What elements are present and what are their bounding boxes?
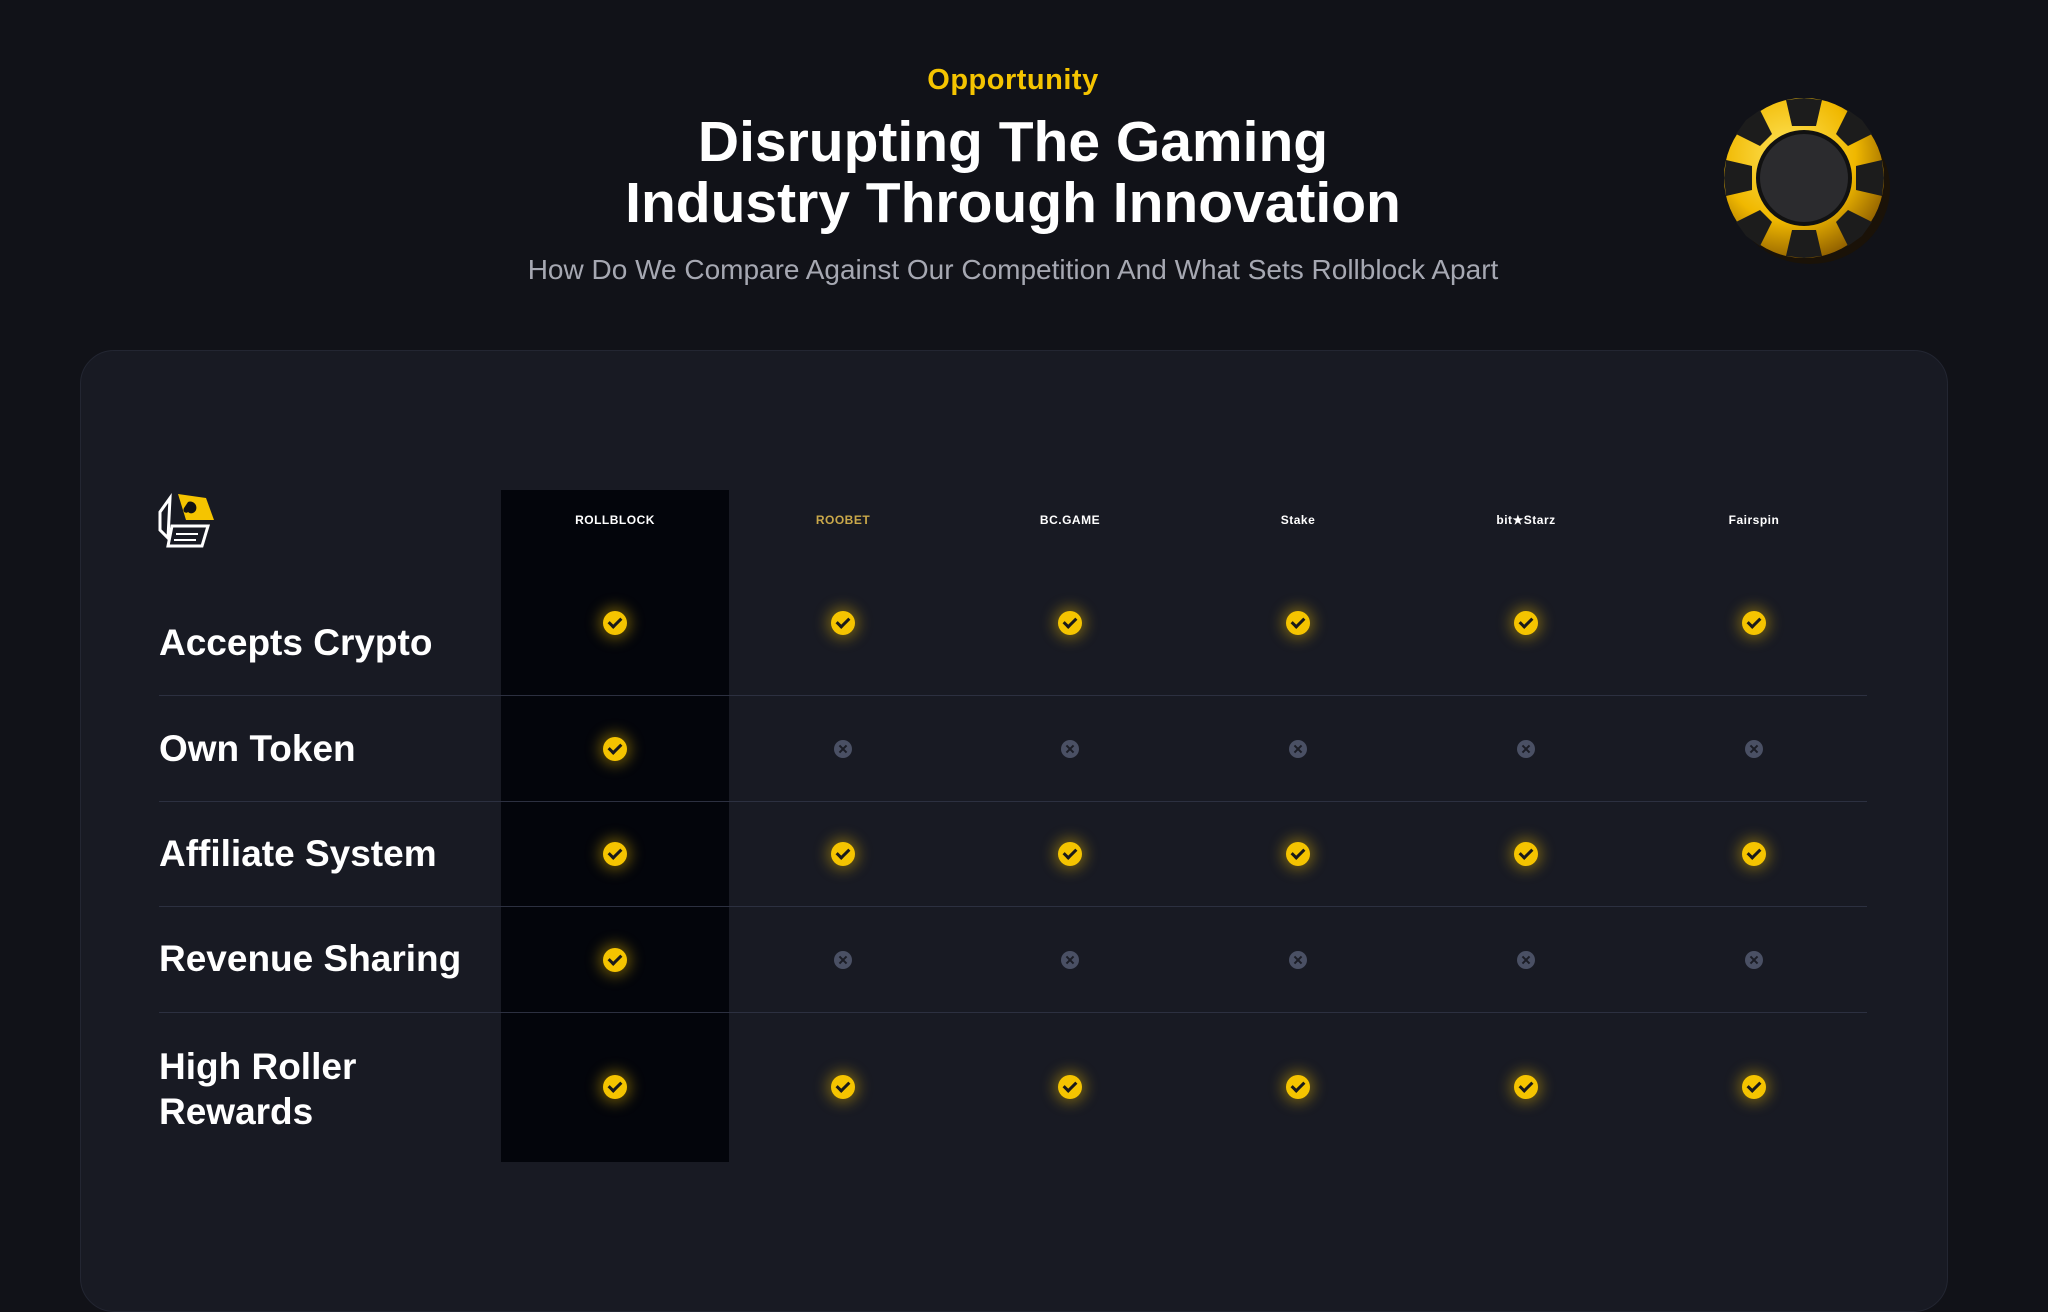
brand-logo-0: ROLLBLOCK <box>535 500 695 540</box>
rollblock-dice-logo-icon <box>158 492 214 548</box>
x-circle-icon <box>1061 740 1079 758</box>
brand-name: ROOBET <box>815 513 871 527</box>
hero-section: Opportunity Disrupting The Gaming Indust… <box>0 0 2048 340</box>
check-circle-icon <box>1058 1075 1082 1099</box>
x-circle-icon <box>1289 740 1307 758</box>
row-label: High Roller Rewards <box>159 1046 357 1132</box>
x-circle-icon <box>1289 951 1307 969</box>
x-circle-icon <box>834 951 852 969</box>
title-line-2: Industry Through Innovation <box>625 171 1401 235</box>
brand-logo-5: Fairspin <box>1674 500 1834 540</box>
x-circle-icon <box>834 740 852 758</box>
check-circle-icon <box>1286 611 1310 635</box>
brand-name: BC.GAME <box>1039 513 1101 527</box>
check-circle-icon <box>1058 611 1082 635</box>
row-label: Revenue Sharing <box>159 938 462 979</box>
brand-name: Fairspin <box>1728 513 1780 527</box>
brand-name: Stake <box>1280 513 1316 527</box>
check-circle-icon <box>1742 611 1766 635</box>
x-circle-icon <box>1517 951 1535 969</box>
poker-chip-icon <box>1724 98 1890 264</box>
comparison-panel <box>80 350 1948 1312</box>
brand-name: ROLLBLOCK <box>575 513 655 527</box>
check-circle-icon <box>1742 842 1766 866</box>
rollblock-highlight-column <box>501 490 729 1162</box>
brand-logo-3: Stake <box>1218 500 1378 540</box>
title-line-1: Disrupting The Gaming <box>697 110 1329 174</box>
check-circle-icon <box>603 842 627 866</box>
row-label: Accepts Crypto <box>159 622 433 663</box>
check-circle-icon <box>1742 1075 1766 1099</box>
check-circle-icon <box>1514 1075 1538 1099</box>
check-circle-icon <box>603 737 627 761</box>
page-title: Disrupting The Gaming Industry Through I… <box>0 112 2026 234</box>
row-divider <box>159 1012 1867 1013</box>
check-circle-icon <box>831 842 855 866</box>
row-divider <box>159 695 1867 696</box>
check-circle-icon <box>603 1075 627 1099</box>
row-label: Affiliate System <box>159 833 437 874</box>
section-eyebrow: Opportunity <box>927 64 1099 96</box>
row-label: Own Token <box>159 728 356 769</box>
row-divider <box>159 906 1867 907</box>
check-circle-icon <box>1514 611 1538 635</box>
check-circle-icon <box>1514 842 1538 866</box>
row-divider <box>159 801 1867 802</box>
page-subtitle: How Do We Compare Against Our Competitio… <box>527 254 1499 285</box>
check-circle-icon <box>603 948 627 972</box>
x-circle-icon <box>1745 951 1763 969</box>
brand-logo-2: BC.GAME <box>990 500 1150 540</box>
check-circle-icon <box>831 1075 855 1099</box>
brand-name: bit★Starz <box>1496 513 1556 527</box>
check-circle-icon <box>603 611 627 635</box>
check-circle-icon <box>1286 1075 1310 1099</box>
check-circle-icon <box>1286 842 1310 866</box>
x-circle-icon <box>1517 740 1535 758</box>
check-circle-icon <box>831 611 855 635</box>
brand-logo-1: ROOBET <box>763 500 923 540</box>
x-circle-icon <box>1745 740 1763 758</box>
x-circle-icon <box>1061 951 1079 969</box>
brand-logo-4: bit★Starz <box>1446 500 1606 540</box>
check-circle-icon <box>1058 842 1082 866</box>
